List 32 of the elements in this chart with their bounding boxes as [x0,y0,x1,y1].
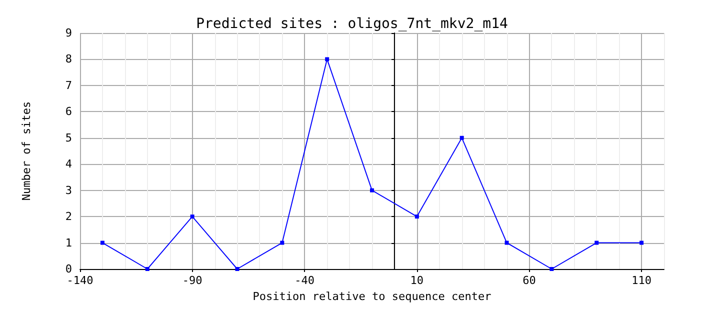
point [190,214,194,219]
x-tick-label: 10 [410,274,424,287]
point [550,267,554,271]
y-tick-label: 6 [65,105,72,118]
y-tick-label: 5 [65,131,72,144]
x-tick-label: -40 [294,274,315,287]
x-axis-title: Position relative to sequence center [252,290,492,303]
y-axis-title: Number of sites [20,101,33,201]
y-tick-label: 4 [65,158,72,171]
x-tick-label: -90 [182,274,202,287]
x-tick-label: 110 [632,274,652,287]
point [325,57,330,62]
y-tick-label: 7 [65,78,72,92]
point [460,136,464,140]
y-tick-label: 1 [65,236,72,250]
point [414,214,419,219]
point [100,240,104,245]
x-tick-label: -140 [66,274,94,287]
point [504,240,509,245]
point [280,240,284,245]
point [370,188,374,192]
point [640,240,644,245]
point [235,267,240,271]
y-tick-label: 0 [65,262,72,276]
x-tick-label: 60 [522,274,536,287]
point [145,267,150,271]
chart-title: Predicted sites : oligos_7nt_mkv2_m14 [196,16,508,32]
y-tick-label: 3 [65,184,72,197]
point [594,240,599,245]
y-tick-label: 2 [65,210,72,224]
y-tick-label: 8 [65,52,72,66]
y-tick-label: 9 [65,26,72,40]
